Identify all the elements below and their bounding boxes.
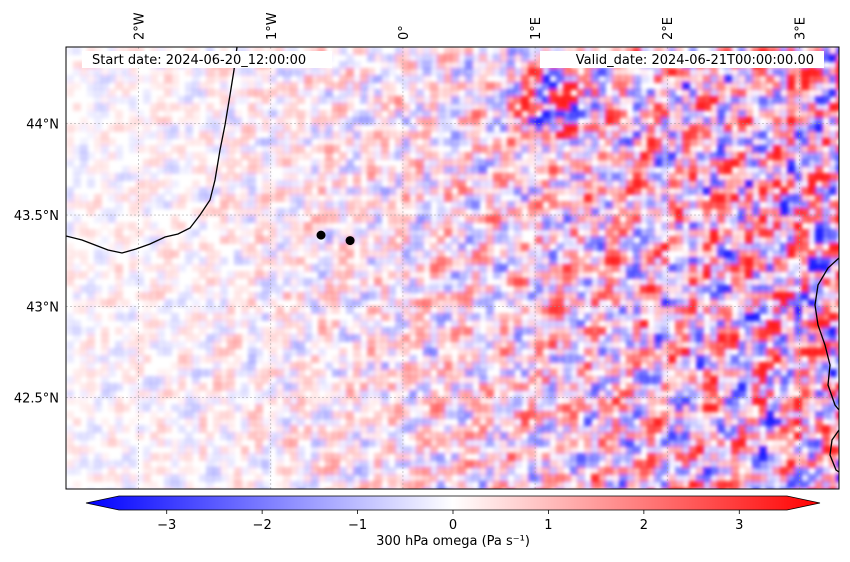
header-start: Start date: 2024-06-20_12:00:00 [82, 51, 332, 68]
omega-field [66, 47, 839, 489]
lon-tick-label: 2°E [661, 17, 676, 40]
location-marker [316, 230, 326, 240]
colorbar-tick-label: −1 [348, 518, 367, 533]
colorbar: −3 −2 −1 0 1 2 3 300 hPa omega (Pa s⁻¹) [85, 495, 821, 549]
lat-tick-label: 43°N [26, 300, 59, 315]
lat-tick-label: 43.5°N [14, 209, 59, 224]
colorbar-tick-label: 0 [449, 518, 457, 533]
lat-tick-label: 44°N [26, 118, 59, 133]
lon-tick-label: 3°E [793, 17, 808, 40]
colorbar-tick-label: −2 [253, 518, 272, 533]
colorbar-label: 300 hPa omega (Pa s⁻¹) [376, 534, 530, 549]
lon-tick-label: 2°W [133, 12, 148, 40]
location-markers [316, 230, 355, 246]
coastline [66, 47, 839, 473]
lon-tick-label: 0° [397, 25, 412, 40]
longitude-labels: 2°W 1°W 0° 1°E 2°E 3°E [133, 12, 809, 40]
coastline-mediterranean [814, 257, 839, 411]
map-panel [65, 46, 840, 490]
colorbar-tick-label: 1 [544, 518, 552, 533]
graticule [66, 47, 839, 489]
colorbar-tick-label: 2 [640, 518, 648, 533]
start-date-label: Start date: 2024-06-20_12:00:00 [92, 53, 306, 68]
lat-tick-label: 42.5°N [14, 392, 59, 407]
location-marker [345, 236, 355, 246]
coastline-france-spain [66, 47, 238, 254]
lon-tick-label: 1°E [529, 17, 544, 40]
valid-date-label: Valid_date: 2024-06-21T00:00:00.00 [576, 53, 814, 68]
latitude-labels: 44°N 43.5°N 43°N 42.5°N [14, 118, 59, 407]
coastline-south-east [829, 429, 839, 473]
colorbar-ticks: −3 −2 −1 0 1 2 3 [157, 510, 743, 533]
map-frame [65, 46, 840, 490]
header-valid: Valid_date: 2024-06-21T00:00:00.00 [540, 51, 824, 68]
colorbar-tick-label: −3 [157, 518, 176, 533]
colorbar-tick-label: 3 [735, 518, 743, 533]
lon-tick-label: 1°W [265, 12, 280, 40]
colorbar-body [85, 495, 821, 511]
